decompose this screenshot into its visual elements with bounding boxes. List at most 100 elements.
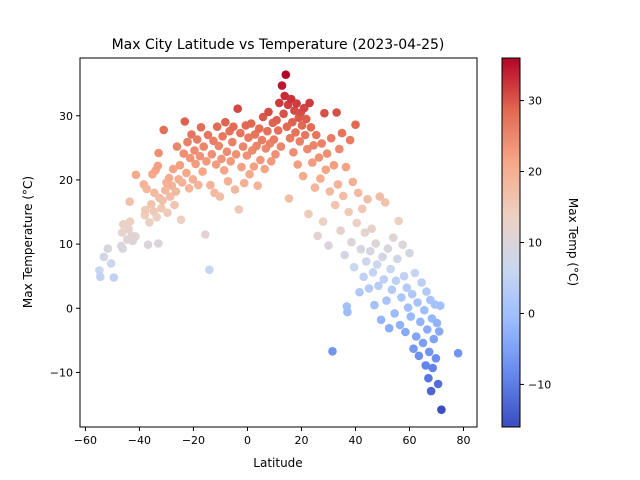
data-point [321,165,331,174]
data-point [280,91,290,101]
data-point [153,161,163,171]
x-tick-label: 0 [244,434,251,447]
data-point [299,103,309,113]
data-point [325,187,335,196]
colorbar-tick-label: −10 [528,378,551,391]
data-point [260,164,270,174]
data-point [196,123,206,132]
data-point [357,204,367,214]
data-point [221,117,230,127]
data-point [236,128,245,138]
data-point [257,135,267,145]
data-point [420,305,429,315]
x-tick-label: 80 [456,434,470,447]
data-point [256,155,265,165]
data-point [428,363,438,373]
data-point [157,203,166,213]
data-point [284,194,294,203]
data-point [349,262,359,272]
colorbar [501,57,521,428]
data-point [238,142,248,151]
data-point [317,139,327,148]
plot-area-frame [79,57,478,428]
data-point [164,173,174,183]
data-point [324,241,333,250]
data-point [206,180,215,190]
data-point [244,133,253,142]
data-point [125,197,134,206]
data-point [344,207,354,217]
data-point [190,146,199,155]
y-tick-label: 0 [66,302,73,315]
data-point [201,230,210,239]
data-point [233,104,242,113]
data-point [272,115,281,125]
data-point [407,289,417,299]
data-point [183,137,192,147]
data-point [393,254,402,264]
data-point [203,130,213,140]
data-point [172,142,182,151]
data-point [337,128,347,138]
data-point [352,218,362,228]
data-point [391,276,401,286]
colorbar-tick-label: 0 [528,307,535,320]
data-point [343,307,352,317]
data-point [421,361,431,370]
data-point [390,309,399,318]
colorbar-tick-label: 30 [528,95,542,108]
data-point [304,209,313,219]
data-point [254,124,264,133]
data-point [258,112,268,122]
data-point [285,133,295,143]
data-point [305,98,314,108]
data-point [313,231,323,241]
data-point [309,141,318,150]
x-axis-ticks: −60 −40 −20 0 20 40 60 80 [74,427,470,447]
data-point [231,150,241,159]
data-point [215,192,225,201]
y-axis-ticks: −10 0 10 20 30 [50,110,80,379]
y-tick-label: 20 [59,174,73,187]
data-point [424,347,434,357]
x-tick-label: −40 [128,434,151,447]
data-point [424,373,433,383]
data-point [297,121,307,130]
data-point [145,218,154,227]
data-point [363,194,372,204]
data-point [277,81,287,90]
data-point [366,246,375,256]
x-axis-label: Latitude [253,456,302,470]
data-point [405,248,414,258]
data-point [142,184,151,194]
data-point [195,151,205,161]
data-point [239,178,249,188]
y-axis-label: Max Temperature (°C) [21,176,35,308]
data-point [117,228,127,237]
data-point [362,257,371,266]
data-point [199,142,208,151]
data-point [275,98,284,108]
data-point [329,160,339,170]
data-point [171,187,181,196]
x-tick-label: −60 [74,434,97,447]
data-point [382,296,391,305]
data-point [351,120,360,129]
data-point [212,122,222,131]
data-point [411,332,421,341]
data-point [437,405,446,415]
data-point [279,109,288,119]
data-point [217,154,226,164]
data-point [416,317,425,327]
data-point [353,188,363,198]
data-point [295,137,305,146]
data-point [394,216,404,226]
data-point [143,240,153,249]
data-point [131,170,141,180]
data-point [288,117,297,127]
data-point [228,137,237,147]
data-point [170,200,179,210]
x-tick-label: 60 [402,434,416,447]
data-point [368,268,378,277]
